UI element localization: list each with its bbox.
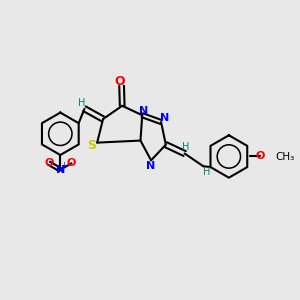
Text: N: N <box>56 165 65 175</box>
Text: O: O <box>67 158 76 168</box>
Text: N: N <box>146 160 156 171</box>
Text: H: H <box>182 142 190 152</box>
Text: O: O <box>256 152 265 161</box>
Text: N: N <box>160 113 170 123</box>
Text: +: + <box>60 161 67 170</box>
Text: H: H <box>78 98 85 108</box>
Text: O: O <box>44 158 54 168</box>
Text: CH₃: CH₃ <box>276 152 295 162</box>
Text: S: S <box>87 139 96 152</box>
Text: N: N <box>140 106 148 116</box>
Text: O: O <box>115 74 125 88</box>
Text: H: H <box>203 167 211 176</box>
